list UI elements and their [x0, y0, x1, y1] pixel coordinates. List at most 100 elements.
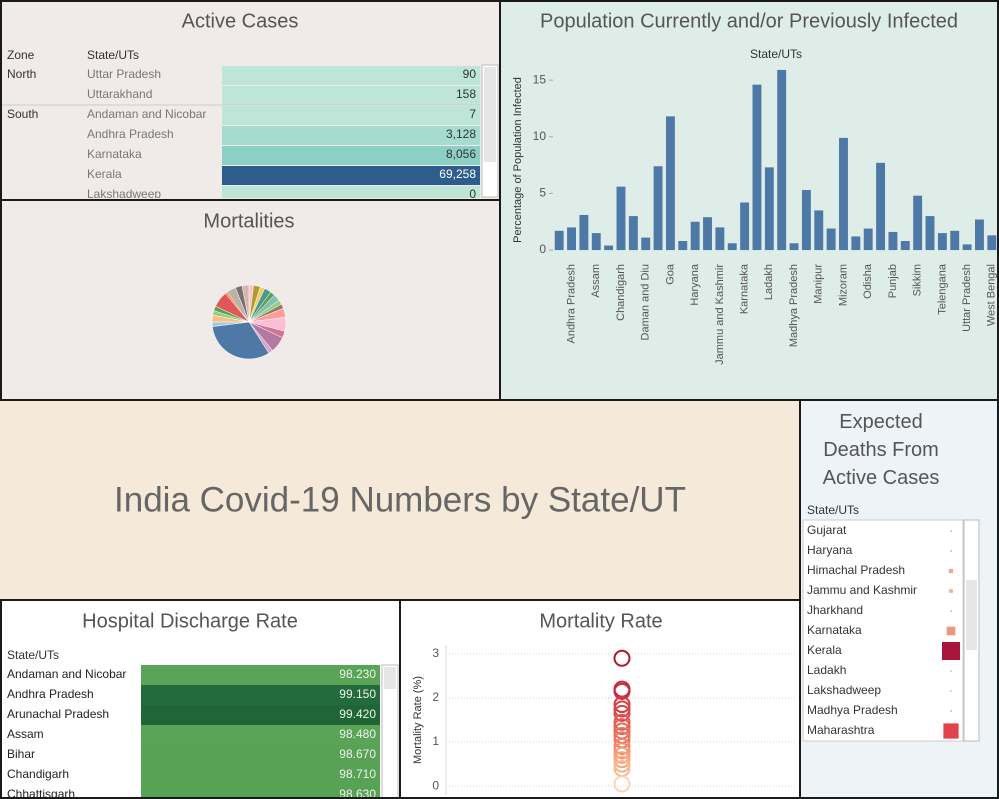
- scrollbar-thumb[interactable]: [484, 67, 496, 162]
- state-label: Uttarakhand: [87, 87, 152, 101]
- state-label: Ladakh: [807, 663, 846, 677]
- point: [613, 649, 631, 667]
- bar: [801, 190, 811, 251]
- state-label: Jammu and Kashmir: [807, 583, 917, 597]
- state-label: Andhra Pradesh: [87, 127, 174, 141]
- column-header: Zone: [7, 48, 35, 62]
- chart-title: Population Currently and/or Previously I…: [540, 10, 958, 32]
- value-label: 98.480: [339, 727, 376, 741]
- scrollbar-thumb[interactable]: [966, 580, 977, 650]
- panel-mortality-rate: [400, 600, 800, 799]
- value-label: 98.630: [339, 787, 376, 799]
- state-label: Kerala: [807, 643, 842, 657]
- value-cell: [141, 685, 380, 705]
- column-header: State/UTs: [750, 47, 802, 61]
- x-tick-label: Uttar Pradesh: [961, 264, 973, 332]
- y-axis-label: Percentage of Population Infected: [512, 77, 524, 243]
- bar: [641, 237, 651, 251]
- value-cell: [141, 705, 380, 725]
- bar: [777, 69, 787, 251]
- bar: [665, 116, 675, 251]
- value-cell: [141, 665, 380, 685]
- point: [613, 751, 631, 769]
- state-label: Chhattisgarh: [7, 787, 75, 799]
- zone-label: North: [7, 67, 36, 81]
- point: [613, 755, 631, 773]
- bar: [950, 230, 960, 251]
- state-label: Arunachal Pradesh: [7, 707, 109, 721]
- state-label: Haryana: [807, 543, 853, 557]
- bar: [740, 202, 750, 251]
- y-tick-label: 10: [533, 129, 547, 143]
- value-label: 98.670: [339, 747, 376, 761]
- panel-title: Expected Deaths From Active Cases: [822, 411, 940, 489]
- value-cell: [141, 745, 380, 765]
- square-mark: [950, 670, 952, 672]
- value-cell: [222, 146, 480, 165]
- bar: [826, 228, 836, 251]
- state-label: Lakshadweep: [87, 187, 161, 201]
- bar: [591, 233, 601, 251]
- zone-label: South: [7, 107, 38, 121]
- column-header: State/UTs: [87, 48, 139, 62]
- value-label: 8,056: [446, 147, 476, 161]
- bar: [789, 243, 799, 251]
- square-mark: [942, 642, 960, 660]
- bar: [863, 228, 873, 251]
- value-label: 158: [456, 87, 476, 101]
- y-tick-label: 0: [432, 778, 439, 792]
- value-cell: [141, 725, 380, 745]
- bar: [913, 195, 923, 251]
- bar: [628, 216, 638, 251]
- point: [613, 746, 631, 764]
- state-label: Madhya Pradesh: [807, 703, 898, 717]
- point: [613, 682, 631, 700]
- charts: Population Currently and/or Previously I…: [203, 10, 998, 795]
- state-label: Gujarat: [807, 523, 847, 537]
- y-tick-label: 15: [533, 72, 547, 86]
- point: [613, 704, 631, 722]
- scrollbar-thumb[interactable]: [384, 667, 396, 689]
- x-tick-label: Haryana: [689, 263, 701, 305]
- scrollbar[interactable]: [381, 664, 399, 799]
- panel-banner: [0, 400, 800, 600]
- bar: [937, 233, 947, 251]
- value-cell: [222, 186, 480, 198]
- value-label: 98.230: [339, 667, 376, 681]
- square-mark: [949, 589, 953, 593]
- value-label: 99.150: [339, 687, 376, 701]
- bar: [554, 230, 564, 251]
- y-tick-label: 0: [539, 242, 546, 256]
- state-label: Jharkhand: [807, 603, 863, 617]
- square-mark: [946, 626, 956, 636]
- value-label: 69,258: [439, 167, 476, 181]
- pie-slice: [241, 284, 250, 323]
- value-label: 0: [469, 187, 476, 201]
- point: [613, 713, 631, 731]
- value-cell: [222, 166, 480, 185]
- point: [613, 696, 631, 714]
- x-tick-label: Mizoram: [837, 264, 849, 306]
- x-tick-label: Andhra Pradesh: [565, 264, 577, 344]
- square-mark: [950, 530, 952, 532]
- state-label: Bihar: [7, 747, 35, 761]
- y-axis-label: Mortality Rate (%): [412, 676, 424, 764]
- x-tick-label: Assam: [590, 264, 602, 298]
- state-label: Assam: [7, 727, 44, 741]
- panel-title: Active Cases: [182, 10, 299, 32]
- value-label: 90: [463, 67, 477, 81]
- state-label: Kerala: [87, 167, 122, 181]
- x-tick-label: Karnataka: [739, 263, 751, 314]
- bar: [690, 221, 700, 251]
- bar: [888, 231, 898, 251]
- y-tick-label: 5: [539, 186, 546, 200]
- value-label: 98.710: [339, 767, 376, 781]
- value-cell: [141, 785, 380, 799]
- bar: [604, 245, 614, 251]
- state-label: Andhra Pradesh: [7, 687, 94, 701]
- state-label: Karnataka: [807, 623, 862, 637]
- bar: [962, 244, 972, 251]
- bar: [851, 236, 861, 251]
